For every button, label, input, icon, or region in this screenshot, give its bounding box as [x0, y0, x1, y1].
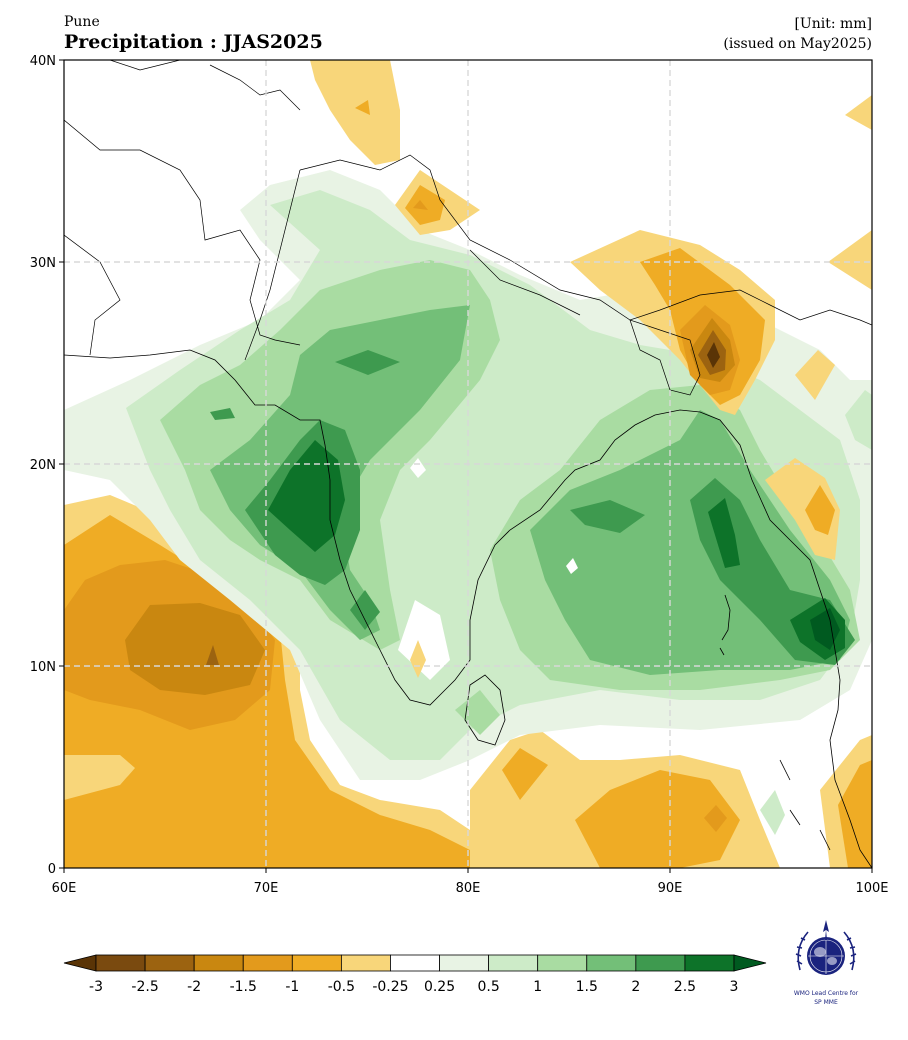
- x-tick-label: 90E: [658, 881, 683, 896]
- wet-region-extreme-myanmar: [810, 608, 840, 650]
- wmo-logo: WMO Lead Centre for SP MME: [786, 918, 866, 1010]
- colorbar-cell: [144, 954, 195, 972]
- wet-region-east-patch: [760, 790, 785, 835]
- sri-lanka: [464, 674, 506, 746]
- colorbar-cell: [537, 954, 588, 972]
- sumatra: [779, 759, 831, 851]
- y-tick-label: 0: [48, 862, 56, 877]
- dry-region-east-myanmar-mod: [805, 485, 835, 535]
- colorbar-label: 1.5: [576, 979, 598, 995]
- colorbar-cell: [488, 954, 539, 972]
- dry-region-far-east-top: [845, 95, 872, 130]
- wet-region-far-east: [845, 390, 872, 450]
- x-tick-label: 70E: [254, 881, 279, 896]
- wet-region-heavy-east: [570, 500, 645, 533]
- wet-region-heavy-west-pt: [210, 408, 235, 420]
- colorbar-label: -1.5: [230, 979, 257, 995]
- colorbar-cells: [95, 954, 735, 972]
- border-nepal: [469, 249, 581, 316]
- dry-region-tibet-core: [413, 200, 428, 210]
- wet-region-peak-andaman: [708, 498, 740, 568]
- colorbar-cell: [439, 954, 490, 972]
- x-tick-label: 60E: [52, 881, 77, 896]
- dry-region-east-myanmar: [765, 458, 840, 560]
- andaman-islands: [719, 594, 731, 656]
- colorbar-label: 2: [631, 979, 640, 995]
- x-tick-label: 80E: [456, 881, 481, 896]
- weak-patch-southwest: [64, 755, 135, 800]
- colorbar-label: 2.5: [674, 979, 696, 995]
- border-iran: [64, 234, 121, 356]
- header-right: [Unit: mm] (issued on May2025): [723, 14, 872, 54]
- colorbar-label: -3: [89, 979, 103, 995]
- wet-region-heavy-south: [350, 590, 380, 630]
- colorbar-label: -0.25: [372, 979, 408, 995]
- dry-region-north-kashmir: [310, 60, 400, 165]
- colorbar-cell: [340, 954, 391, 972]
- dry-region-northeast-extreme: [707, 342, 720, 368]
- x-tick-label: 100E: [855, 881, 888, 896]
- colorbar-cell: [95, 954, 146, 972]
- border-india-pakistan: [244, 169, 301, 361]
- colorbar-label: -0.5: [328, 979, 355, 995]
- colorbar-label: 0.25: [424, 979, 455, 995]
- colorbar-cell: [193, 954, 244, 972]
- location-label: Pune: [64, 14, 100, 30]
- gridlines: [64, 60, 872, 868]
- issued-label: (issued on May2025): [723, 36, 872, 52]
- colorbar-cell: [291, 954, 342, 972]
- wet-region-peak-west: [268, 440, 345, 552]
- y-tick-label: 40N: [30, 54, 56, 69]
- dry-region-far-east-mid: [828, 230, 872, 290]
- y-axis: 0 10N 20N 30N 40N: [30, 54, 64, 877]
- colorbar-cell: [635, 954, 686, 972]
- colorbar-under-arrow: [63, 954, 97, 972]
- colorbar-cell: [586, 954, 637, 972]
- coastlines: [64, 349, 872, 868]
- dry-patch-south: [410, 640, 426, 678]
- colorbar-label: 1: [533, 979, 542, 995]
- colorbar-label: -1: [285, 979, 299, 995]
- y-tick-label: 10N: [30, 660, 56, 675]
- dry-region-southeast-mod: [838, 760, 872, 868]
- wet-region-heavy-central: [335, 350, 400, 375]
- precip-field: [64, 60, 872, 868]
- wet-region-sri-lanka: [455, 690, 500, 735]
- colorbar: -3 -2.5 -2 -1.5 -1 -0.5 -0.25 0.25 0.5 1 1.5 2 2.5 3: [63, 954, 767, 995]
- dry-region-tibet-mod: [405, 185, 445, 225]
- y-tick-label: 20N: [30, 458, 56, 473]
- colorbar-label: -2.5: [131, 979, 158, 995]
- dry-region-south-bay-core: [704, 805, 727, 832]
- x-axis: 60E 70E 80E 90E 100E: [52, 868, 889, 896]
- dry-region-arabian-sea-core: [125, 603, 265, 695]
- unit-label: [Unit: mm]: [794, 16, 872, 32]
- border-north-himalaya: [299, 154, 872, 326]
- colorbar-cell: [684, 954, 735, 972]
- map-title: Precipitation : JJAS2025: [64, 31, 323, 53]
- colorbar-label: -2: [187, 979, 201, 995]
- dry-region-arabian-sea-peak: [206, 645, 219, 665]
- dry-region-south-bay-patch: [502, 748, 548, 800]
- india-west-coast: [64, 349, 791, 706]
- dry-region-north-kashmir-pt: [355, 100, 370, 115]
- dry-region-east-patch: [795, 350, 835, 400]
- colorbar-cell: [390, 954, 440, 972]
- logo-line1: WMO Lead Centre for: [794, 990, 859, 997]
- logo-line2: SP MME: [814, 999, 838, 1006]
- y-tick-label: 30N: [30, 256, 56, 271]
- colorbar-over-arrow: [733, 954, 767, 972]
- white-patch-central: [410, 458, 426, 478]
- colorbar-cell: [242, 954, 293, 972]
- colorbar-label: 0.5: [477, 979, 499, 995]
- border-central-asia: [109, 60, 301, 111]
- colorbar-labels: -3 -2.5 -2 -1.5 -1 -0.5 -0.25 0.25 0.5 1 1.5 2 2.5 3: [89, 979, 738, 995]
- myanmar-coast: [789, 539, 872, 868]
- white-patch-east: [566, 558, 578, 574]
- dry-region-south-bay-mod: [575, 770, 740, 868]
- colorbar-label: 3: [730, 979, 739, 995]
- wmo-emblem-icon: WMO Lead Centre for SP MME: [794, 920, 859, 1006]
- border-afghanistan-pakistan: [64, 119, 301, 346]
